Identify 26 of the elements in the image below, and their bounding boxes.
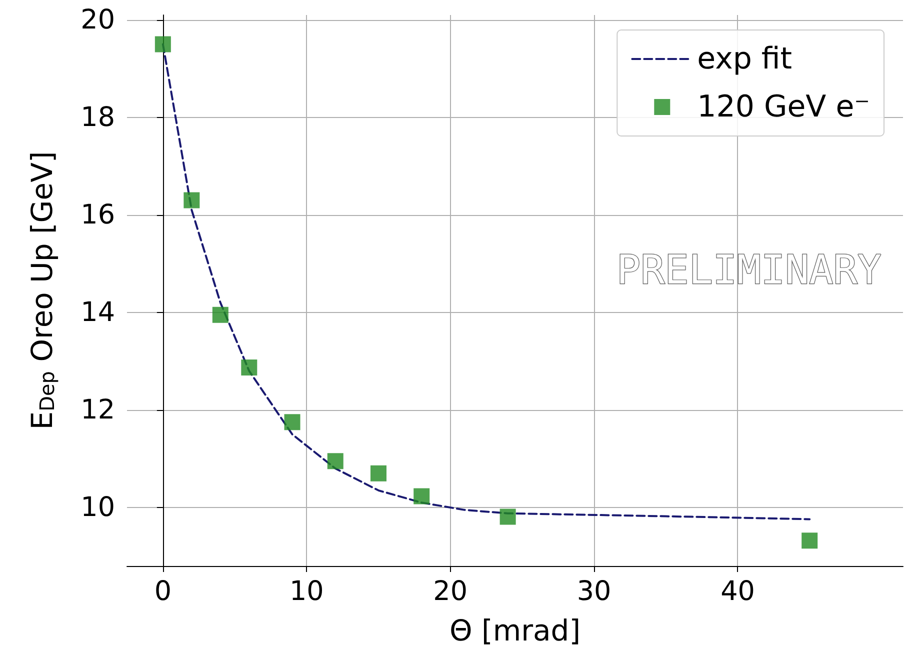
x-tick-label: 0 xyxy=(154,576,172,607)
point xyxy=(500,508,516,525)
point xyxy=(154,36,171,52)
legend-label: 120 GeV e⁻ xyxy=(697,90,870,124)
legend-label: exp fit xyxy=(697,42,792,76)
x-axis-title: Θ [mrad] xyxy=(449,614,581,648)
point xyxy=(802,532,818,549)
x-tick-label: 40 xyxy=(720,576,755,607)
point xyxy=(241,360,258,376)
x-tick-label: 10 xyxy=(289,576,324,607)
point xyxy=(414,488,430,504)
x-tick-label: 20 xyxy=(433,576,468,607)
y-tick-label: 10 xyxy=(80,492,115,523)
y-tick-label: 12 xyxy=(80,394,115,426)
y-tick-label: 16 xyxy=(80,199,115,230)
x-tick-label: 30 xyxy=(576,576,612,607)
point xyxy=(327,453,344,470)
y-tick-label: 14 xyxy=(80,296,115,328)
point xyxy=(212,306,228,323)
point xyxy=(284,414,300,430)
point xyxy=(184,192,200,208)
annotation: PRELIMINARY xyxy=(616,248,882,294)
y-tick-label: 18 xyxy=(80,102,115,133)
y-tick-label: 20 xyxy=(80,4,115,36)
y-axis-title: EDep Oreo Up [GeV] xyxy=(25,151,59,430)
point xyxy=(370,465,386,482)
